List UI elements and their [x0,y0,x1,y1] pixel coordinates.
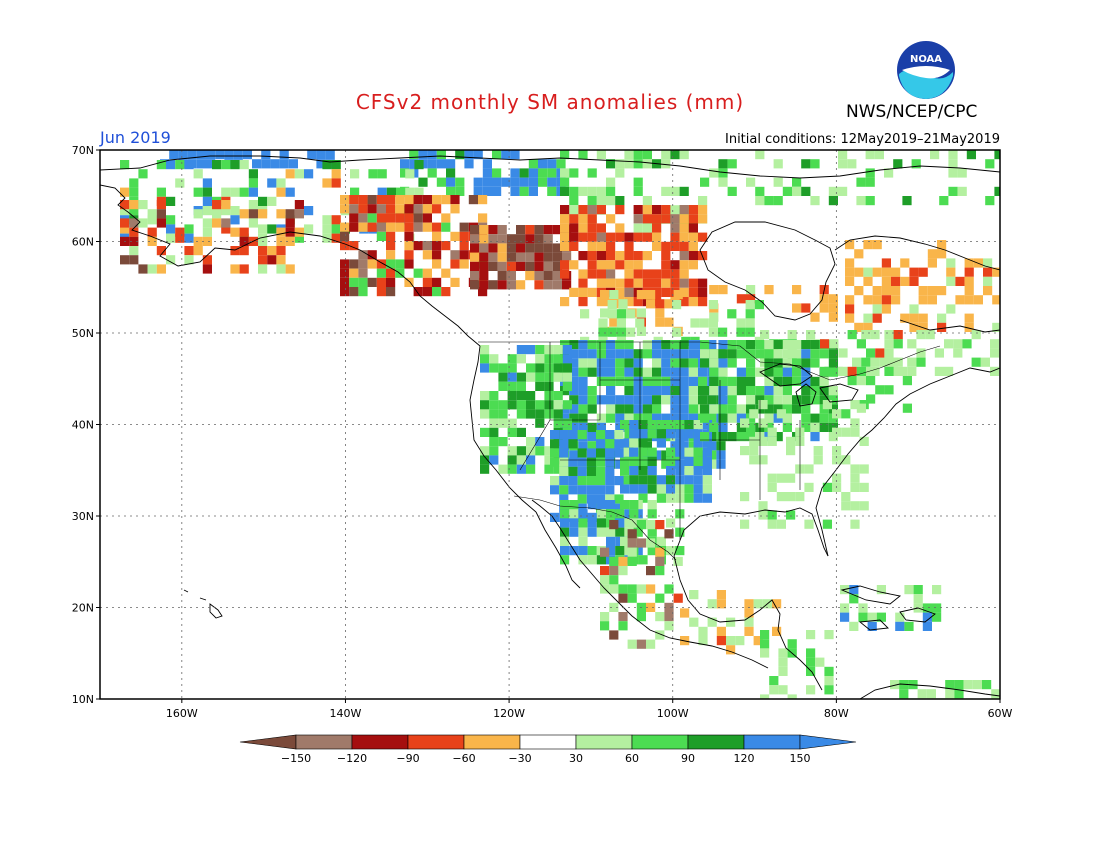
colorbar-label: −150 [281,752,311,765]
lon-label: 100W [657,707,689,720]
colorbar-swatch [631,734,689,750]
lat-label: 20N [72,602,94,615]
agency-label: NWS/NCEP/CPC [846,102,978,122]
colorbar-swatch [295,734,353,750]
lon-label: 140W [330,707,362,720]
lon-label: 120W [493,707,525,720]
colorbar-label: −120 [337,752,367,765]
colorbar-swatch [743,734,801,750]
lat-label: 40N [72,419,94,432]
colorbar-label: 60 [625,752,639,765]
colorbar-swatch [407,734,465,750]
colorbar: −150 −120 −90 −60 −30 30 60 90 120 150 [239,734,857,765]
borders [478,341,941,561]
colorbar-arrow-high [799,734,857,750]
colorbar-label: 90 [681,752,695,765]
map-title: CFSv2 monthly SM anomalies (mm) [355,90,745,114]
colorbar-swatch [519,734,577,750]
lon-labels: 160W 140W 120W 100W 80W 60W [166,699,1013,720]
colorbar-label: −60 [452,752,475,765]
colorbar-label: −30 [508,752,531,765]
lat-label: 70N [72,144,94,157]
colorbar-label: 30 [569,752,583,765]
anomaly-grid [120,150,1000,699]
colorbar-label: 120 [734,752,755,765]
colorbar-label: −90 [396,752,419,765]
lon-label: 80W [824,707,849,720]
lat-label: 60N [72,236,94,249]
lat-labels: 70N 60N 50N 40N 30N 20N 10N [72,144,100,706]
colorbar-swatch [687,734,745,750]
lon-label: 160W [166,707,198,720]
initial-conditions: Initial conditions: 12May2019–21May2019 [725,132,1000,147]
noaa-logo-icon: NOAA [897,41,955,99]
forecast-month: Jun 2019 [100,128,171,147]
colorbar-swatch [351,734,409,750]
lat-label: 50N [72,327,94,340]
graticule [100,150,1000,699]
lat-label: 10N [72,693,94,706]
colorbar-swatch [463,734,521,750]
lat-label: 30N [72,510,94,523]
colorbar-arrow-low [239,734,297,750]
logo-text: NOAA [910,54,942,65]
colorbar-label: 150 [790,752,811,765]
lon-label: 60W [988,707,1013,720]
coastlines [100,155,1000,699]
colorbar-swatch [575,734,633,750]
